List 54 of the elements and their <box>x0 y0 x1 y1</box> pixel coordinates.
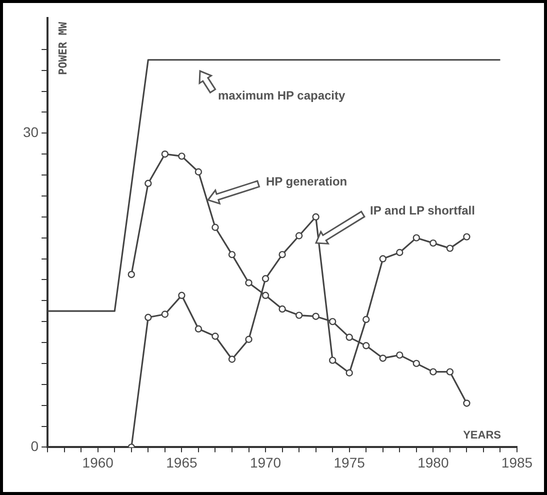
x-tick-label: 1960 <box>82 454 114 470</box>
point <box>194 325 202 333</box>
annotation: maximum HP capacity <box>218 88 346 102</box>
point <box>463 400 470 407</box>
y-tick-label: 30 <box>22 124 39 140</box>
point <box>362 342 370 350</box>
point <box>228 356 236 363</box>
point <box>463 233 470 240</box>
point <box>346 369 353 376</box>
x-axis-title: YEARS <box>463 430 501 442</box>
x-tick-label: 1985 <box>501 454 533 470</box>
point <box>278 250 286 258</box>
point <box>228 250 236 258</box>
point <box>312 312 320 320</box>
point <box>262 275 270 282</box>
point <box>295 232 303 240</box>
point <box>328 356 336 364</box>
point <box>346 334 353 341</box>
point <box>144 314 152 321</box>
point <box>161 150 169 158</box>
point <box>412 234 420 242</box>
point <box>379 255 386 262</box>
point <box>212 224 219 231</box>
point <box>262 292 270 300</box>
x-tick-label: 1970 <box>250 454 282 470</box>
y-axis-title: POWER MW <box>56 22 70 75</box>
point <box>295 312 303 319</box>
point <box>430 368 437 376</box>
point <box>312 213 320 220</box>
point <box>178 152 186 160</box>
point <box>430 239 437 247</box>
point <box>178 292 186 300</box>
x-tick-label: 1965 <box>166 454 198 470</box>
point <box>144 180 152 187</box>
point <box>396 351 404 359</box>
point <box>161 310 169 318</box>
point <box>328 318 336 326</box>
point <box>396 248 404 256</box>
point <box>194 168 202 176</box>
point <box>245 279 252 286</box>
point <box>446 368 454 376</box>
point <box>128 270 135 278</box>
point <box>446 244 454 252</box>
point <box>362 316 370 324</box>
x-tick-label: 1980 <box>418 454 449 470</box>
point <box>212 332 219 340</box>
annotation: IP and LP shortfall <box>370 203 475 218</box>
point <box>245 336 252 343</box>
point <box>379 354 386 362</box>
point <box>412 360 420 368</box>
annotation: HP generation <box>266 174 348 188</box>
point <box>278 305 286 313</box>
y-tick-label: 0 <box>30 438 39 454</box>
x-tick-label: 1975 <box>334 454 366 470</box>
